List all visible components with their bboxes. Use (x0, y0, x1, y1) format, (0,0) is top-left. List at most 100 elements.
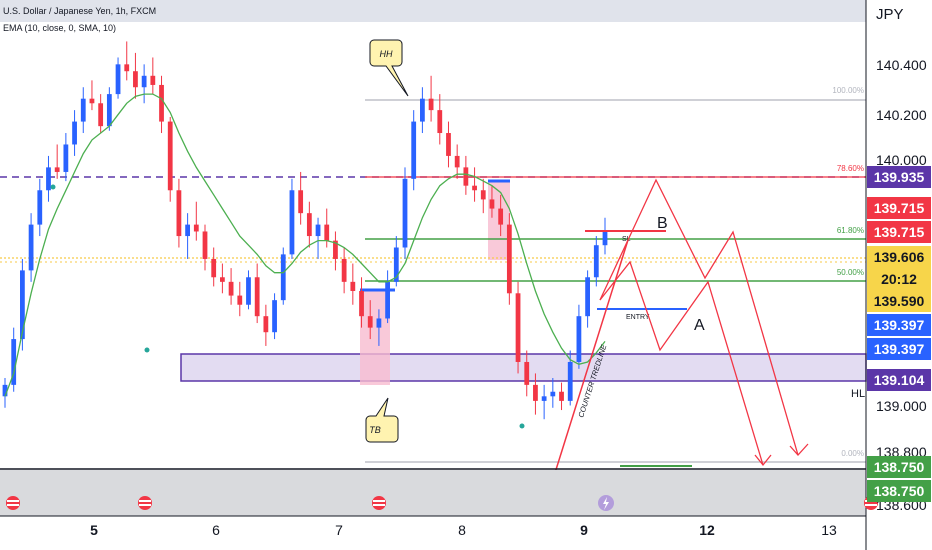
candle-body (220, 277, 225, 282)
candle-body (263, 316, 269, 333)
fib-0-label: 0.00% (841, 449, 864, 458)
hh-label: HH (380, 49, 393, 59)
tb-label: TB (369, 425, 381, 435)
y-tick-label: 139.000 (876, 398, 927, 414)
countdown-badge: 20:12 (867, 268, 931, 290)
fib-786-label: 78.60% (837, 164, 864, 173)
candle-body (315, 224, 321, 237)
candle-body (463, 167, 469, 186)
x-tick-label: 13 (821, 522, 837, 538)
candle-body (54, 167, 60, 172)
candle-body (289, 190, 295, 255)
x-tick-label: 6 (212, 522, 220, 538)
demand-zone (180, 353, 867, 382)
candle-body (367, 316, 373, 328)
candle-body (80, 98, 86, 122)
candle-body (115, 64, 121, 95)
candle-body (167, 121, 173, 191)
candle-body (72, 121, 77, 145)
y-tick-label: 140.400 (876, 57, 927, 73)
hh-callout (369, 39, 409, 97)
marker-dot (519, 423, 525, 429)
candle-body (515, 293, 521, 362)
candle-body (185, 224, 190, 237)
price-badge: 139.606 (867, 246, 931, 268)
x-tick-label: 9 (580, 522, 588, 538)
candle-body (385, 281, 390, 319)
label-b: B (657, 215, 668, 232)
candle-body (298, 190, 304, 214)
candle-body (506, 224, 512, 294)
projection-path-b (599, 178, 799, 456)
candle-body (567, 361, 573, 401)
candle-body (428, 98, 434, 111)
indicator-legend[interactable]: EMA (10, close, 0, SMA, 10) (3, 23, 117, 33)
candle-body (402, 178, 408, 248)
candle-body (446, 133, 451, 156)
x-tick-label: 7 (335, 522, 343, 538)
candle-body (98, 103, 104, 127)
candle-body (211, 258, 217, 278)
sl-label: SL (622, 236, 631, 243)
y-tick-label: 140.200 (876, 107, 927, 123)
candle-body (559, 391, 564, 401)
us-flag-icon[interactable] (138, 496, 152, 510)
projection-path-a (599, 260, 764, 466)
candle-body (489, 199, 495, 209)
candle-body (341, 258, 347, 282)
candle-body (37, 190, 43, 225)
ema-line (4, 93, 606, 397)
label-a: A (694, 317, 705, 334)
candle-body (46, 167, 51, 191)
candle-body (533, 384, 538, 401)
candle-body (89, 98, 95, 104)
candle-body (11, 339, 17, 385)
candle-body (602, 231, 608, 246)
candle-body (237, 295, 243, 305)
lightning-event-icon[interactable] (598, 495, 614, 511)
price-badge: 138.750 (867, 480, 931, 502)
projection-a-arrowhead (754, 454, 772, 467)
price-badge: 139.590 (867, 290, 931, 312)
candle-body (124, 64, 130, 72)
candle-body (193, 224, 199, 232)
marker-dot (144, 347, 150, 353)
candle-body (150, 75, 156, 85)
price-badge: 139.715 (867, 221, 931, 243)
price-badge: 139.935 (867, 166, 931, 188)
candle-body (585, 277, 590, 317)
candle-body (593, 245, 599, 278)
chart-header-bar (0, 0, 866, 22)
price-badge: 138.750 (867, 456, 931, 478)
candle-body (202, 231, 208, 259)
candle-body (176, 190, 182, 237)
price-badge: 139.397 (867, 314, 931, 336)
fib-618-label: 61.80% (837, 226, 864, 235)
x-tick-label: 8 (458, 522, 466, 538)
us-flag-icon[interactable] (6, 496, 20, 510)
fib-50-label: 50.00% (837, 268, 864, 277)
candle-body (133, 71, 138, 88)
candle-body (411, 121, 417, 179)
candle-body (498, 208, 504, 225)
candle-body (359, 291, 364, 317)
currency-label: JPY (876, 6, 904, 23)
candle-body (350, 281, 356, 291)
x-tick-label: 12 (699, 522, 715, 538)
candle-body (280, 254, 286, 301)
candle-body (324, 224, 330, 241)
candle-body (376, 318, 382, 328)
candle-body (541, 396, 547, 401)
candle-body (393, 247, 399, 282)
candle-body (333, 240, 338, 259)
candle-body (106, 94, 112, 127)
candle-body (254, 277, 260, 317)
us-flag-icon[interactable] (372, 496, 386, 510)
candle-body (420, 98, 425, 122)
candle-body (576, 316, 582, 362)
y-tick-label: 140.000 (876, 152, 927, 168)
candle-body (550, 391, 556, 397)
candle-body (306, 213, 312, 237)
price-badge: 139.397 (867, 338, 931, 360)
